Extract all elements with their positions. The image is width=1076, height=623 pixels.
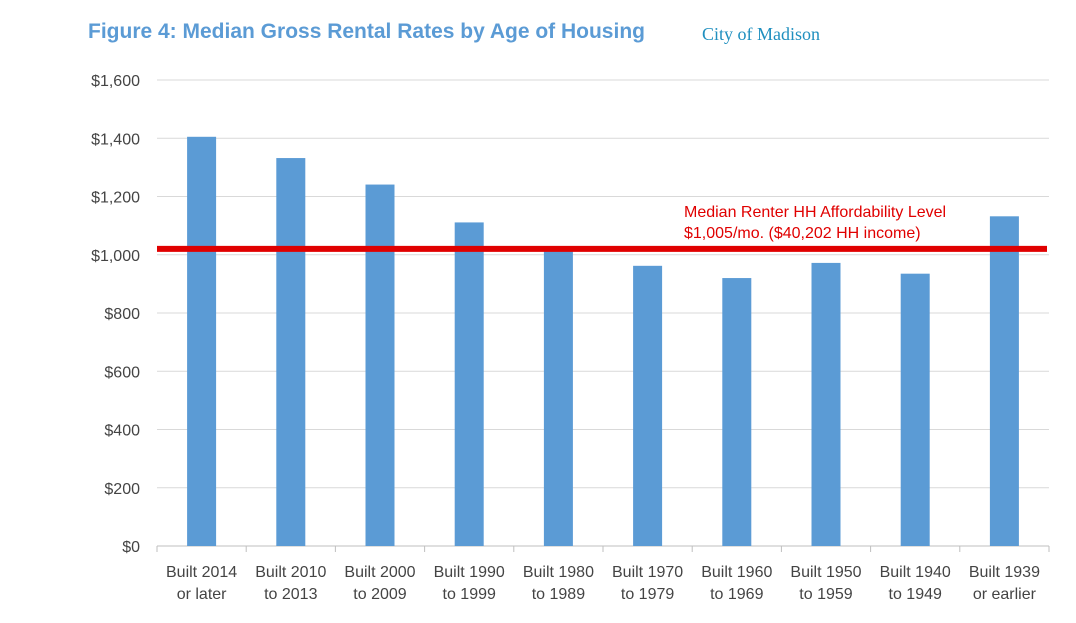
- x-tick-label: Built 2000 to 2009: [344, 564, 415, 603]
- x-tick-label-line: to 1949: [889, 586, 942, 603]
- x-tick-label-line: to 2013: [264, 586, 317, 603]
- x-tick-label: Built 1980 to 1989: [523, 564, 594, 603]
- affordability-label: Median Renter HH Affordability Level $1,0…: [684, 204, 946, 242]
- x-tick-label-line: Built 1940: [880, 564, 951, 581]
- bar: [454, 222, 484, 546]
- y-tick-label: $1,200: [91, 190, 140, 207]
- y-tick-label: $1,400: [91, 131, 140, 148]
- x-tick-label-line: to 1959: [799, 586, 852, 603]
- x-tick-label-line: Built 1939: [969, 564, 1040, 581]
- bar: [633, 265, 663, 546]
- bar: [276, 158, 306, 546]
- x-tick-label-line: Built 1970: [612, 564, 683, 581]
- x-tick-label-line: or earlier: [973, 586, 1037, 603]
- x-tick-label-line: Built 1950: [790, 564, 861, 581]
- x-tick-label: Built 1960 to 1969: [701, 564, 772, 603]
- bar: [900, 273, 930, 546]
- bar: [989, 216, 1019, 546]
- chart-subtitle: City of Madison: [702, 24, 821, 44]
- x-tick-label-line: to 1989: [532, 586, 585, 603]
- x-tick-label: Built 1990 to 1999: [434, 564, 505, 603]
- x-tick-label-line: Built 2000: [344, 564, 415, 581]
- y-tick-label: $0: [122, 539, 140, 556]
- y-tick-label: $800: [104, 306, 140, 323]
- y-tick-label: $600: [104, 364, 140, 381]
- x-tick-label: Built 2010 to 2013: [255, 564, 326, 603]
- bar: [722, 278, 752, 546]
- x-tick-label-line: Built 1980: [523, 564, 594, 581]
- x-tick-label-line: or later: [177, 586, 227, 603]
- x-tick-label: Built 1939 or earlier: [969, 564, 1040, 603]
- y-tick-label: $200: [104, 481, 140, 498]
- x-tick-label-line: to 2009: [353, 586, 406, 603]
- bar: [543, 251, 573, 546]
- x-tick-label: Built 1950 to 1959: [790, 564, 861, 603]
- affordability-label-line: $1,005/mo. ($40,202 HH income): [684, 225, 921, 242]
- affordability-label-line: Median Renter HH Affordability Level: [684, 204, 946, 221]
- x-tick-label-line: Built 1990: [434, 564, 505, 581]
- x-tick-label: Built 2014 or later: [166, 564, 237, 603]
- chart-title: Figure 4: Median Gross Rental Rates by A…: [88, 20, 645, 43]
- x-tick-label-line: Built 2010: [255, 564, 326, 581]
- bar: [811, 262, 841, 546]
- x-tick-label-line: to 1979: [621, 586, 674, 603]
- bar: [187, 136, 217, 546]
- x-tick-label-line: to 1969: [710, 586, 763, 603]
- y-tick-label: $400: [104, 423, 140, 440]
- y-tick-label: $1,000: [91, 248, 140, 265]
- x-tick-label-line: Built 2014: [166, 564, 237, 581]
- x-tick-label-line: to 1999: [443, 586, 496, 603]
- x-tick-label-line: Built 1960: [701, 564, 772, 581]
- x-tick-label: Built 1940 to 1949: [880, 564, 951, 603]
- y-tick-label: $1,600: [91, 73, 140, 90]
- x-tick-label: Built 1970 to 1979: [612, 564, 683, 603]
- bar: [365, 184, 395, 546]
